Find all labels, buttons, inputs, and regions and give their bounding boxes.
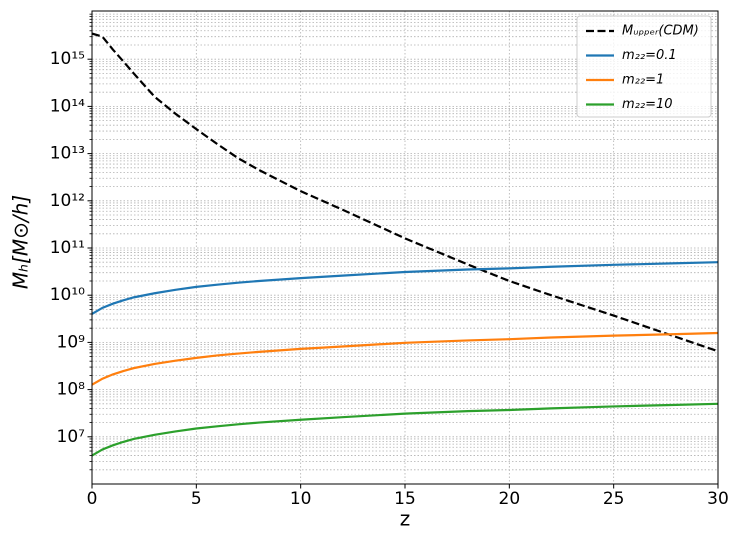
y-tick-label: 10¹²	[50, 191, 85, 211]
series-line	[91, 402, 719, 457]
legend-box	[576, 15, 712, 118]
x-tick-label: 5	[191, 489, 202, 509]
x-tick-label: 0	[87, 489, 98, 509]
legend-label: Mᵤₚₚₑᵣ(CDM)	[622, 24, 699, 39]
y-tick-label: 10⁹	[57, 332, 86, 352]
y-tick-label: 10¹³	[50, 144, 85, 164]
legend-label: m₂₂=1	[622, 73, 664, 88]
plot-frame	[91, 10, 719, 485]
y-tick-label: 10¹¹	[50, 238, 85, 258]
x-tick-label: 10	[290, 489, 312, 509]
legend-label: m₂₂=0.1	[622, 48, 677, 63]
y-axis-label: Mₕ[M⊙/h]	[9, 195, 33, 289]
series-line	[91, 261, 719, 315]
y-tick-label: 10¹⁰	[50, 285, 85, 305]
legend-label: m₂₂=10	[622, 97, 673, 112]
x-tick-label: 20	[499, 489, 521, 509]
y-tick-label: 10⁷	[57, 427, 86, 447]
series-line	[91, 331, 719, 386]
y-tick-label: 10⁸	[57, 380, 86, 400]
x-tick-label: 15	[394, 489, 416, 509]
y-tick-label: 10¹⁵	[50, 49, 85, 69]
y-tick-label: 10¹⁴	[50, 96, 85, 116]
x-axis-label: z	[400, 507, 411, 531]
x-tick-label: 25	[603, 489, 625, 509]
x-tick-label: 30	[707, 489, 729, 509]
